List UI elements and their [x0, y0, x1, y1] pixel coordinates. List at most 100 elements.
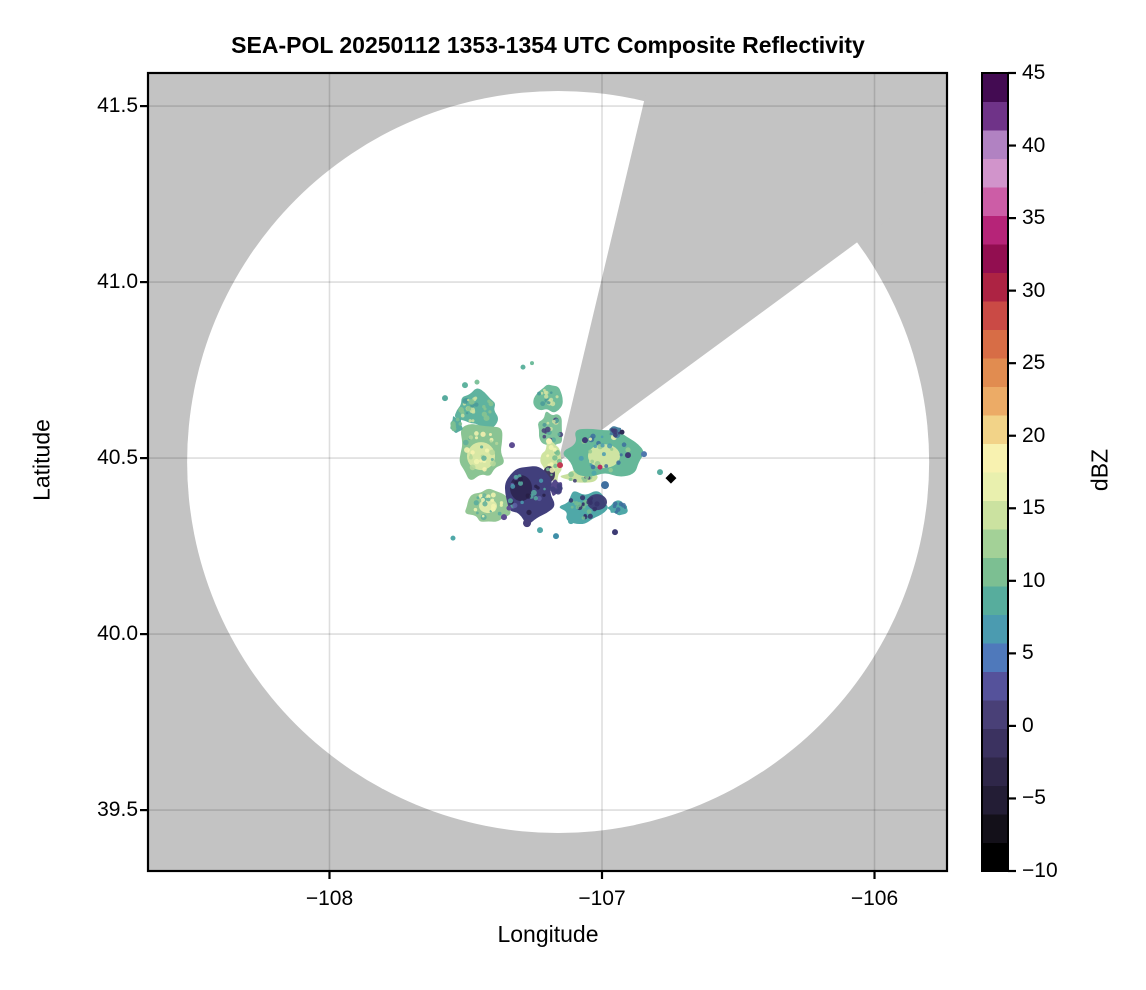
echo-speckle — [576, 501, 582, 507]
echo-speckle — [489, 449, 496, 456]
echo-speckle — [608, 467, 613, 473]
echo-speck — [581, 437, 588, 444]
echo-speckle — [488, 401, 494, 407]
colorbar-segment — [982, 728, 1008, 758]
echo-speck — [506, 505, 512, 511]
echo-speckle — [552, 455, 558, 461]
echo-speckle — [590, 459, 595, 464]
echo-speckle — [474, 396, 478, 400]
echo-speckle — [553, 463, 558, 468]
echo-speckle — [588, 437, 592, 441]
colorbar-tick-label: 5 — [1022, 641, 1034, 665]
echo-speckle — [540, 391, 544, 395]
echo-speck — [537, 527, 544, 534]
echo-speckle — [557, 432, 561, 436]
echo-speck — [474, 379, 480, 385]
echo-speckle — [546, 467, 550, 472]
colorbar-label: dBZ — [1086, 448, 1113, 492]
echo-speckle — [513, 474, 519, 480]
colorbar-segment — [982, 671, 1008, 701]
echo-speckle — [548, 444, 554, 450]
echo-speckle — [540, 401, 546, 407]
echo-speckle — [555, 395, 559, 399]
colorbar-segment — [982, 842, 1008, 872]
echo-speckle — [482, 493, 487, 498]
echo-speckle — [484, 448, 490, 453]
echo-speckle — [543, 390, 548, 395]
echo-speckle — [525, 493, 530, 498]
echo-speckle — [483, 415, 490, 422]
blocked-sector-wedge — [558, 73, 947, 462]
axis-ticks — [140, 104, 876, 879]
colorbar-segment — [982, 471, 1008, 501]
echo-speckle — [464, 447, 470, 453]
echo-speckle — [536, 486, 540, 490]
echo-speckle — [554, 450, 561, 456]
echo-speckle — [588, 449, 593, 454]
colorbar-tick-label: 40 — [1022, 133, 1046, 157]
x-tick-label: −107 — [578, 887, 626, 910]
echo-speck — [619, 429, 625, 435]
echo-speck — [591, 470, 597, 476]
radar-echo-blob — [538, 411, 564, 448]
echo-speckle — [507, 498, 513, 504]
plot-title: SEA-POL 20250112 1353-1354 UTC Composite… — [231, 32, 865, 58]
echo-speck — [656, 469, 663, 476]
echo-speckle — [469, 464, 476, 471]
echo-speckle — [542, 434, 547, 439]
echo-speckle — [549, 462, 554, 467]
colorbar-tick-label: 45 — [1022, 61, 1046, 84]
colorbar-tick-label: −10 — [1022, 859, 1058, 882]
echo-speckle — [592, 506, 597, 512]
echo-speckle — [499, 503, 503, 507]
echo-speckle — [451, 426, 457, 432]
echo-speckle — [549, 467, 555, 473]
echo-speckle — [594, 501, 600, 507]
echo-speckle — [581, 516, 586, 520]
x-axis-label: Longitude — [497, 921, 599, 947]
echo-speckle — [482, 467, 487, 472]
plot-area — [148, 73, 947, 871]
echo-speckle — [619, 453, 623, 457]
echo-speckle — [537, 391, 541, 396]
y-tick-label: 39.5 — [97, 798, 138, 822]
echo-speckle — [470, 450, 475, 455]
echo-speckle — [558, 486, 563, 491]
echo-speckle — [604, 464, 609, 469]
echo-speckle — [455, 417, 460, 422]
echo-speckle — [467, 398, 470, 402]
echo-speck — [600, 481, 609, 490]
echo-speckle — [612, 429, 617, 433]
echo-speck — [508, 442, 515, 449]
echo-speck — [501, 514, 508, 521]
echo-speck — [567, 518, 574, 525]
echo-speckle — [542, 423, 547, 427]
echo-speckle — [465, 411, 469, 415]
echo-speckle — [497, 511, 502, 516]
colorbar-tick-label: 0 — [1022, 713, 1034, 737]
echo-speckle — [458, 422, 463, 426]
y-tick-label: 40.0 — [97, 622, 138, 646]
echo-speckle — [510, 484, 516, 489]
echo-speckle — [471, 419, 475, 423]
echo-speckle — [518, 480, 524, 486]
echo-speckle — [578, 455, 584, 461]
echo-speckle — [480, 431, 486, 437]
radar-echo-blob — [454, 388, 499, 430]
y-tick-label: 41.5 — [97, 94, 138, 118]
radar-echo-blob — [609, 426, 623, 439]
echo-speckle — [520, 500, 524, 505]
colorbar-frame — [981, 72, 1009, 872]
colorbar-segment — [982, 329, 1008, 359]
echo-speck — [520, 364, 526, 370]
colorbar-segment — [982, 129, 1008, 159]
echo-speckle — [531, 489, 537, 496]
colorbar-segment — [982, 528, 1008, 558]
y-tick-label: 40.5 — [97, 446, 138, 470]
echo-speckle — [544, 394, 549, 399]
echo-speckle — [552, 447, 557, 452]
echo-speckle — [471, 409, 476, 414]
colorbar-segment — [982, 215, 1008, 245]
colorbar-tick-label: 30 — [1022, 278, 1046, 302]
echo-speckle — [489, 440, 493, 443]
